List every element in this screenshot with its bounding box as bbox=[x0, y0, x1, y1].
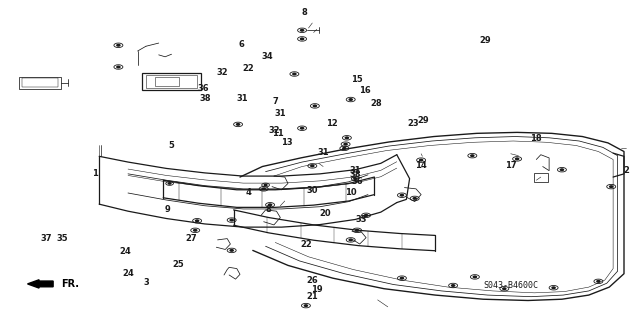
Circle shape bbox=[343, 148, 346, 149]
Text: 38: 38 bbox=[199, 94, 211, 103]
Circle shape bbox=[401, 195, 403, 196]
Text: 29: 29 bbox=[479, 36, 491, 45]
Circle shape bbox=[301, 128, 303, 129]
Text: 22: 22 bbox=[300, 241, 312, 249]
Circle shape bbox=[552, 287, 555, 288]
Circle shape bbox=[346, 137, 348, 138]
Circle shape bbox=[471, 155, 474, 156]
Text: 36: 36 bbox=[198, 84, 209, 93]
Circle shape bbox=[194, 230, 196, 231]
Circle shape bbox=[117, 66, 120, 68]
Text: 37: 37 bbox=[40, 234, 52, 243]
FancyArrow shape bbox=[28, 280, 53, 288]
Text: 34: 34 bbox=[262, 52, 273, 61]
Circle shape bbox=[230, 250, 233, 251]
Circle shape bbox=[230, 219, 233, 221]
Circle shape bbox=[117, 45, 120, 46]
Circle shape bbox=[301, 38, 303, 40]
Text: 7: 7 bbox=[273, 97, 278, 106]
Text: 29: 29 bbox=[418, 116, 429, 125]
Circle shape bbox=[262, 188, 265, 189]
Circle shape bbox=[356, 230, 358, 231]
Circle shape bbox=[401, 278, 403, 279]
Circle shape bbox=[237, 124, 239, 125]
Text: 4: 4 bbox=[245, 189, 252, 197]
Text: 15: 15 bbox=[351, 75, 363, 84]
Text: 23: 23 bbox=[407, 119, 419, 128]
Text: 12: 12 bbox=[326, 119, 337, 128]
Bar bbox=[155, 77, 179, 86]
Circle shape bbox=[264, 184, 267, 186]
Bar bbox=[22, 78, 58, 87]
Text: 38: 38 bbox=[349, 170, 361, 179]
Circle shape bbox=[516, 158, 518, 160]
Text: 18: 18 bbox=[531, 134, 542, 143]
Text: 13: 13 bbox=[281, 138, 292, 147]
Circle shape bbox=[503, 288, 506, 289]
Text: 8: 8 bbox=[301, 8, 307, 17]
Circle shape bbox=[413, 198, 416, 199]
Text: 30: 30 bbox=[307, 186, 318, 195]
Text: 9: 9 bbox=[165, 205, 170, 214]
Text: 28: 28 bbox=[371, 99, 382, 108]
Text: 14: 14 bbox=[415, 161, 427, 170]
Text: S043-B4600C: S043-B4600C bbox=[483, 281, 538, 290]
Text: 21: 21 bbox=[307, 292, 318, 300]
Text: 8: 8 bbox=[266, 205, 271, 214]
Circle shape bbox=[597, 281, 600, 282]
Bar bbox=[146, 75, 197, 88]
Text: 24: 24 bbox=[122, 269, 134, 278]
Circle shape bbox=[610, 186, 612, 187]
Circle shape bbox=[305, 305, 307, 306]
Text: 3: 3 bbox=[143, 278, 148, 287]
Bar bbox=[19, 77, 61, 89]
Text: 25: 25 bbox=[172, 260, 184, 269]
Text: 31: 31 bbox=[275, 109, 286, 118]
Text: 31: 31 bbox=[236, 94, 248, 103]
Text: 32: 32 bbox=[268, 126, 280, 135]
Circle shape bbox=[365, 215, 367, 216]
Circle shape bbox=[452, 285, 454, 286]
Circle shape bbox=[354, 178, 356, 179]
Text: 36: 36 bbox=[351, 177, 363, 186]
Text: 19: 19 bbox=[311, 285, 323, 294]
Circle shape bbox=[196, 220, 198, 221]
Text: FR.: FR. bbox=[61, 279, 79, 289]
Text: 16: 16 bbox=[359, 86, 371, 95]
Circle shape bbox=[349, 99, 352, 100]
Text: 26: 26 bbox=[307, 276, 318, 285]
Text: 31: 31 bbox=[349, 166, 361, 175]
Text: 1: 1 bbox=[92, 169, 98, 178]
Circle shape bbox=[314, 105, 316, 107]
Circle shape bbox=[474, 276, 476, 278]
Text: 17: 17 bbox=[505, 161, 516, 170]
Circle shape bbox=[269, 204, 271, 205]
Bar bbox=[142, 73, 201, 90]
Text: 6: 6 bbox=[239, 40, 245, 48]
Circle shape bbox=[349, 239, 352, 241]
Circle shape bbox=[561, 169, 563, 170]
Bar bbox=[534, 173, 548, 182]
Text: 24: 24 bbox=[119, 247, 131, 256]
Circle shape bbox=[293, 73, 296, 75]
Circle shape bbox=[311, 165, 314, 167]
Circle shape bbox=[301, 30, 303, 31]
Text: 20: 20 bbox=[319, 209, 331, 218]
Text: 32: 32 bbox=[217, 68, 228, 77]
Text: 5: 5 bbox=[168, 141, 175, 150]
Text: 35: 35 bbox=[57, 234, 68, 243]
Circle shape bbox=[344, 144, 347, 145]
Circle shape bbox=[168, 183, 171, 184]
Text: 33: 33 bbox=[356, 215, 367, 224]
Circle shape bbox=[420, 160, 422, 161]
Text: 22: 22 bbox=[243, 64, 254, 73]
Text: 2: 2 bbox=[623, 166, 629, 175]
Text: 11: 11 bbox=[273, 129, 284, 138]
Text: 27: 27 bbox=[185, 234, 196, 243]
Text: 10: 10 bbox=[345, 189, 356, 197]
Text: 31: 31 bbox=[317, 148, 329, 157]
